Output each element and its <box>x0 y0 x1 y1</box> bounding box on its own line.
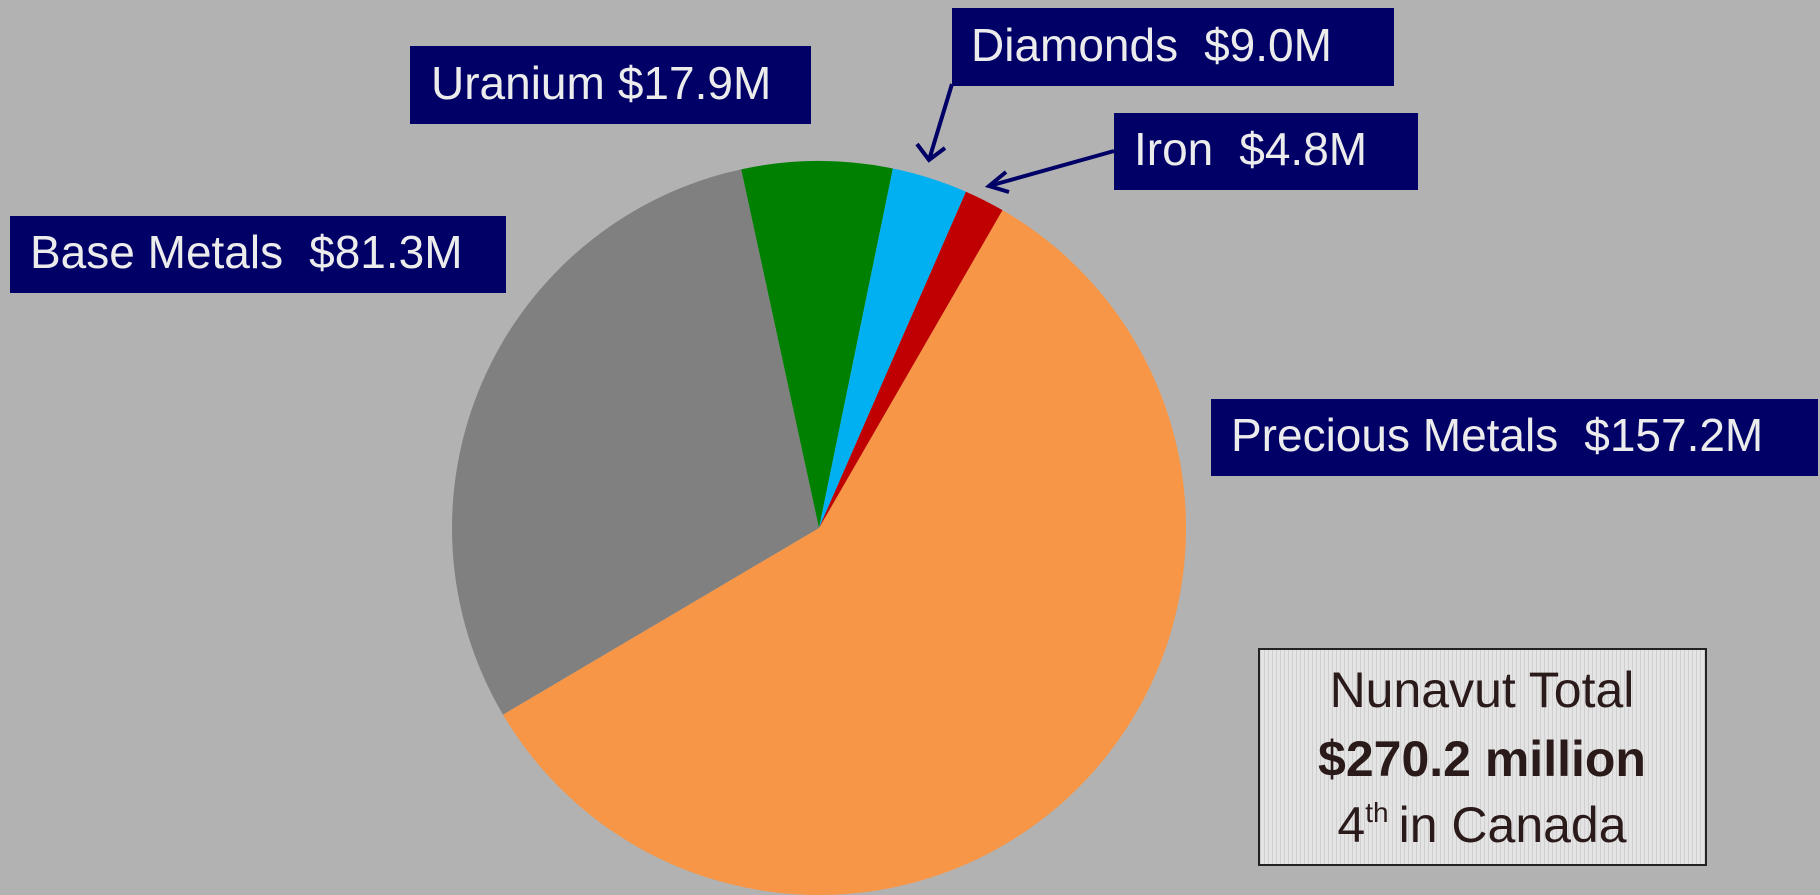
pie-slice <box>819 191 1003 528</box>
arrow <box>915 83 954 163</box>
label-name: Base Metals <box>30 226 283 278</box>
label-box <box>10 216 506 293</box>
label-value: $81.3M <box>309 226 462 278</box>
label-value: $17.9M <box>618 57 771 109</box>
pie-slice <box>819 168 966 528</box>
label-precious: Precious Metals $157.2M <box>1211 399 1818 476</box>
label-box <box>952 8 1394 86</box>
label-uranium: Uranium $17.9M <box>410 46 811 124</box>
label-iron: Iron $4.8M <box>984 113 1418 194</box>
label-name: Uranium <box>431 57 605 109</box>
label-name: Precious Metals <box>1231 409 1558 461</box>
label-text: Precious Metals $157.2M <box>1231 409 1763 461</box>
total-box-bg <box>1258 648 1707 866</box>
pie <box>452 161 1186 895</box>
label-name: Iron <box>1134 123 1213 175</box>
label-text: Iron $4.8M <box>1134 123 1367 175</box>
label-box <box>1211 399 1818 476</box>
label-value: $9.0M <box>1204 19 1332 71</box>
total-value: $270.2 million <box>1318 731 1646 787</box>
total-box: Nunavut Total $270.2 million 4th in Canad… <box>1258 648 1707 866</box>
label-box <box>1114 113 1418 190</box>
rank-text: in Canada <box>1399 797 1627 853</box>
label-base: Base Metals $81.3M <box>10 216 506 293</box>
pie-slice <box>502 210 1186 895</box>
label-text: Diamonds $9.0M <box>971 19 1332 71</box>
label-text: Base Metals $81.3M <box>30 226 463 278</box>
rank-suffix: th <box>1365 797 1388 828</box>
total-rank: 4th in Canada <box>1337 797 1626 853</box>
label-name: Diamonds <box>971 19 1178 71</box>
arrow <box>984 149 1115 194</box>
label-diamonds: Diamonds $9.0M <box>915 8 1394 163</box>
pie-slice <box>452 169 819 715</box>
label-value: $157.2M <box>1584 409 1763 461</box>
rank-number: 4 <box>1337 797 1365 853</box>
label-value: $4.8M <box>1239 123 1367 175</box>
pie-slice <box>741 161 893 528</box>
label-box <box>410 46 811 124</box>
total-title: Nunavut Total <box>1330 662 1635 718</box>
label-text: Uranium $17.9M <box>431 57 771 109</box>
